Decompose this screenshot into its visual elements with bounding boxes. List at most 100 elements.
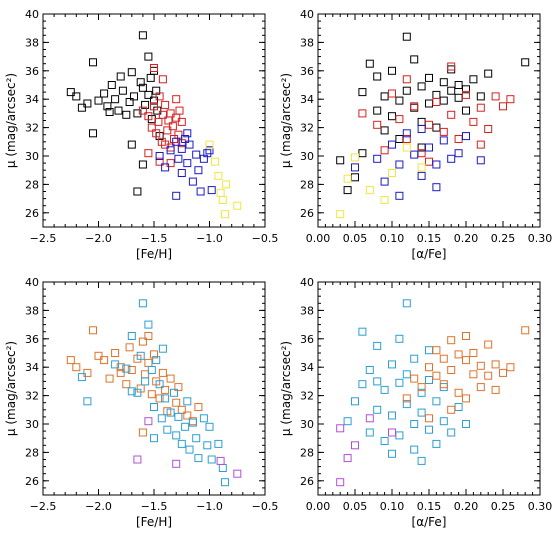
data-point-black xyxy=(144,90,153,99)
data-point-black xyxy=(66,88,75,97)
y-tick-label: 30 xyxy=(25,418,39,431)
data-point-yellow xyxy=(222,180,231,189)
data-point-black xyxy=(138,31,147,40)
data-point-cyan xyxy=(432,397,441,406)
y-tick-label: 28 xyxy=(25,178,39,191)
data-point-orange xyxy=(447,336,456,345)
data-point-red xyxy=(395,115,404,124)
x-tick-label: 0.10 xyxy=(380,232,405,245)
data-point-red xyxy=(166,109,175,118)
y-tick-label: 26 xyxy=(300,475,314,488)
data-point-black xyxy=(425,99,433,108)
data-point-orange xyxy=(439,380,448,389)
y-tick-label: 36 xyxy=(25,65,39,78)
data-point-blue xyxy=(395,191,404,200)
y-tick-label: 36 xyxy=(300,333,314,346)
data-point-cyan xyxy=(136,351,145,360)
data-point-red xyxy=(170,135,178,143)
data-point-red xyxy=(373,120,382,129)
data-point-black xyxy=(141,100,150,109)
data-point-orange xyxy=(476,383,485,392)
data-point-cyan xyxy=(410,445,419,454)
data-point-black xyxy=(402,86,411,95)
data-point-cyan xyxy=(395,431,404,440)
y-tick-label: 34 xyxy=(300,93,314,106)
data-point-black xyxy=(127,68,136,77)
data-point-black xyxy=(118,86,127,95)
data-point-red xyxy=(168,122,177,131)
x-tick-label: −1.0 xyxy=(196,232,223,245)
data-point-orange xyxy=(172,398,181,407)
data-point-black xyxy=(136,78,145,87)
data-point-cyan xyxy=(181,422,190,431)
data-point-black xyxy=(432,90,441,99)
data-point-purple xyxy=(216,456,225,465)
data-point-cyan xyxy=(161,394,170,403)
data-point-cyan xyxy=(432,439,441,448)
data-point-purple xyxy=(133,455,142,464)
data-point-black xyxy=(402,32,411,41)
data-point-blue xyxy=(203,149,212,158)
data-point-orange xyxy=(166,374,175,383)
data-point-black xyxy=(388,66,396,75)
y-tick-label: 34 xyxy=(25,93,39,106)
data-point-yellow xyxy=(336,210,345,219)
x-tick-label: −0.5 xyxy=(252,500,279,513)
data-point-cyan xyxy=(77,373,86,382)
data-point-yellow xyxy=(380,196,389,204)
data-point-black xyxy=(425,73,433,82)
data-point-cyan xyxy=(365,366,374,374)
data-point-blue xyxy=(185,140,194,149)
data-point-orange xyxy=(484,371,493,380)
data-point-purple xyxy=(233,469,242,478)
data-point-orange xyxy=(125,343,134,352)
data-point-black xyxy=(127,140,136,149)
data-point-orange xyxy=(417,383,426,392)
y-tick-label: 30 xyxy=(300,150,314,163)
data-point-cyan xyxy=(439,417,448,426)
data-point-black xyxy=(107,81,116,89)
y-tick-label: 34 xyxy=(300,361,314,374)
data-point-orange xyxy=(116,363,125,372)
data-point-orange xyxy=(138,428,147,437)
data-point-cyan xyxy=(150,434,158,443)
data-point-black xyxy=(116,72,125,81)
data-point-blue xyxy=(373,154,382,163)
data-point-red xyxy=(462,90,470,99)
data-point-cyan xyxy=(417,388,426,397)
y-tick-label: 38 xyxy=(25,304,39,317)
data-point-red xyxy=(161,140,170,149)
x-tick-label: 0.05 xyxy=(343,500,368,513)
data-point-black xyxy=(138,160,147,169)
data-point-blue xyxy=(462,132,470,141)
plot-frame xyxy=(317,13,541,228)
x-axis-label: [Fe/H] xyxy=(136,247,172,261)
y-axis-label: μ (mag/arcsec²) xyxy=(4,341,18,436)
data-point-red xyxy=(175,106,184,115)
x-axis-label: [α/Fe] xyxy=(412,247,447,261)
data-point-red xyxy=(144,149,153,158)
data-point-blue xyxy=(425,143,433,152)
y-tick-label: 36 xyxy=(25,333,39,346)
y-tick-label: 32 xyxy=(25,122,39,135)
data-point-black xyxy=(89,129,97,138)
data-point-cyan xyxy=(122,364,131,373)
data-point-yellow xyxy=(221,210,229,219)
data-point-red xyxy=(150,64,158,72)
data-point-red xyxy=(155,157,164,166)
data-point-orange xyxy=(484,340,493,349)
data-point-cyan xyxy=(205,422,214,431)
data-point-black xyxy=(133,109,142,118)
x-tick-label: −2.5 xyxy=(30,500,57,513)
data-point-orange xyxy=(454,350,463,359)
data-point-yellow xyxy=(417,163,426,172)
data-point-blue xyxy=(183,129,192,138)
y-tick-label: 40 xyxy=(25,276,39,289)
data-point-black xyxy=(138,83,147,92)
data-point-blue xyxy=(177,144,186,153)
data-point-red xyxy=(358,109,367,118)
data-point-blue xyxy=(174,154,183,163)
data-point-cyan xyxy=(454,403,463,411)
data-point-cyan xyxy=(462,420,470,428)
x-tick-label: 0.25 xyxy=(491,500,516,513)
